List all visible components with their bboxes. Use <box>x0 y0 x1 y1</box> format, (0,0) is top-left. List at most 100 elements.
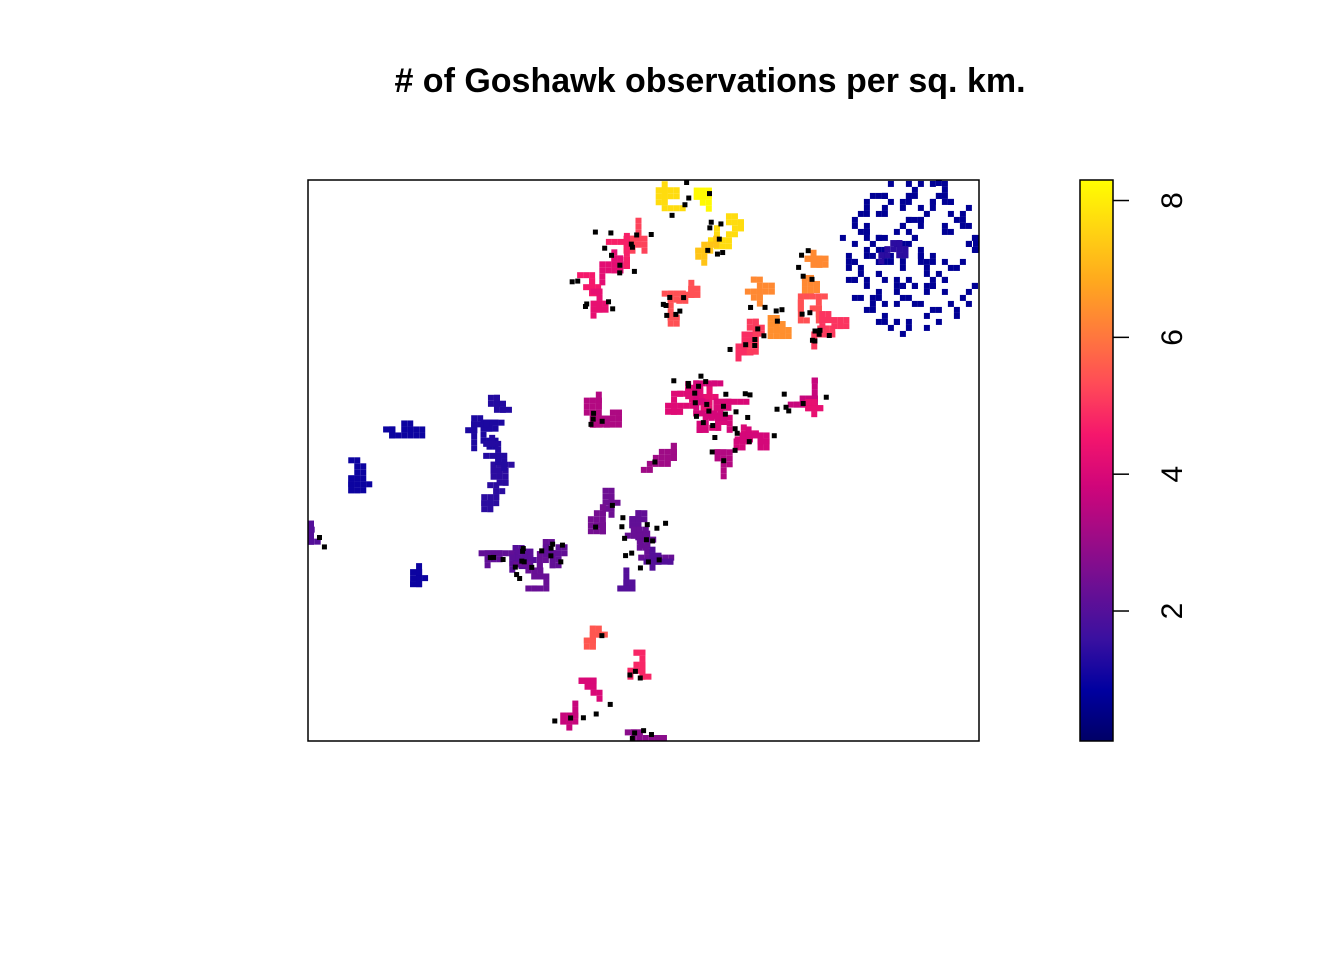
heatmap-cell <box>810 249 817 256</box>
heatmap-cell <box>733 444 740 451</box>
heatmap-cell <box>543 550 550 557</box>
heatmap-cell <box>923 288 930 295</box>
heatmap-cell <box>471 427 478 434</box>
observation-marker <box>706 408 712 414</box>
heatmap-cell <box>599 273 606 280</box>
heatmap-cell <box>965 300 972 307</box>
heatmap-cell <box>308 538 314 545</box>
heatmap-cell <box>587 522 594 529</box>
colorbar-tick-label: 2 <box>1156 603 1189 620</box>
observation-marker <box>623 553 629 559</box>
heatmap-cell <box>717 380 724 387</box>
heatmap-cell <box>875 270 882 277</box>
heatmap-cell <box>700 405 707 412</box>
heatmap-cell <box>695 253 702 260</box>
heatmap-cell <box>560 718 567 725</box>
heatmap-cell <box>649 546 656 553</box>
heatmap-cell <box>662 554 669 561</box>
observation-marker <box>500 557 506 563</box>
heatmap-cell <box>617 267 624 274</box>
colorbar-tick-label: 6 <box>1156 329 1189 346</box>
heatmap-cell <box>623 567 630 574</box>
heatmap-cell <box>725 237 732 244</box>
heatmap-cell <box>502 473 509 480</box>
heatmap-cell <box>531 567 538 574</box>
heatmap-cell <box>693 386 700 393</box>
heatmap-cell <box>667 290 674 297</box>
heatmap-cell <box>899 204 906 211</box>
observation-marker <box>705 247 711 253</box>
observation-marker <box>742 391 748 397</box>
heatmap-cell <box>713 404 720 411</box>
heatmap-cell <box>471 421 478 428</box>
heatmap-cell <box>525 585 532 592</box>
observation-marker <box>512 564 518 570</box>
heatmap-cell <box>823 325 830 332</box>
heatmap-cell <box>929 306 936 313</box>
observation-marker <box>654 525 660 531</box>
observation-marker <box>548 545 554 551</box>
heatmap-cell <box>509 554 516 561</box>
heatmap-cell <box>899 282 906 289</box>
heatmap-cell <box>875 318 882 325</box>
heatmap-cell <box>801 286 808 293</box>
observation-marker <box>643 537 649 543</box>
heatmap-cell <box>465 427 472 434</box>
heatmap-cell <box>623 244 630 251</box>
heatmap-cell <box>483 421 490 428</box>
heatmap-cell <box>629 579 636 586</box>
heatmap-cell <box>596 306 603 313</box>
heatmap-cell <box>589 643 596 650</box>
heatmap-cell <box>641 516 648 523</box>
heatmap-cell <box>509 566 516 573</box>
heatmap-cell <box>713 398 720 405</box>
heatmap-cell <box>839 234 846 241</box>
observation-marker <box>710 423 716 429</box>
heatmap-cell <box>623 250 630 257</box>
heatmap-cell <box>609 415 616 422</box>
heatmap-cell <box>711 380 718 387</box>
heatmap-cell <box>809 293 816 300</box>
heatmap-cell <box>923 258 930 265</box>
heatmap-cell <box>875 234 882 241</box>
observation-marker <box>722 411 728 417</box>
heatmap-cell <box>893 318 900 325</box>
heatmap-cell <box>953 312 960 319</box>
heatmap-cell <box>599 516 606 523</box>
heatmap-cell <box>905 180 912 187</box>
heatmap-cell <box>602 499 609 506</box>
heatmap-cells <box>308 180 979 741</box>
heatmap-cell <box>543 579 550 586</box>
observation-marker <box>610 306 616 312</box>
observation-marker <box>629 736 635 741</box>
heatmap-cell <box>705 187 712 194</box>
heatmap-cell <box>584 677 591 684</box>
heatmap-cell <box>629 516 636 523</box>
observation-marker <box>559 542 565 548</box>
heatmap-cell <box>697 387 704 394</box>
heatmap-cell <box>495 452 502 459</box>
heatmap-cell <box>419 432 426 439</box>
observation-marker <box>316 535 322 541</box>
observation-marker <box>584 301 590 307</box>
heatmap-cell <box>480 425 487 432</box>
heatmap-cell <box>644 554 651 561</box>
heatmap-cell <box>797 299 804 306</box>
heatmap-cell <box>595 415 602 422</box>
heatmap-cell <box>752 330 759 337</box>
heatmap-cell <box>596 300 603 307</box>
observation-marker <box>743 342 749 348</box>
heatmap-cell <box>639 655 646 662</box>
heatmap-cell <box>869 294 876 301</box>
observation-marker <box>774 406 780 412</box>
heatmap-cell <box>813 280 820 287</box>
heatmap-cell <box>537 573 544 580</box>
heatmap-cell <box>696 420 703 427</box>
heatmap-cell <box>701 253 708 260</box>
heatmap-cell <box>661 205 668 212</box>
heatmap-cell <box>515 548 522 555</box>
heatmap-cell <box>608 511 615 518</box>
heatmap-cell <box>851 276 858 283</box>
heatmap-cell <box>762 282 769 289</box>
heatmap-cell <box>496 473 503 480</box>
